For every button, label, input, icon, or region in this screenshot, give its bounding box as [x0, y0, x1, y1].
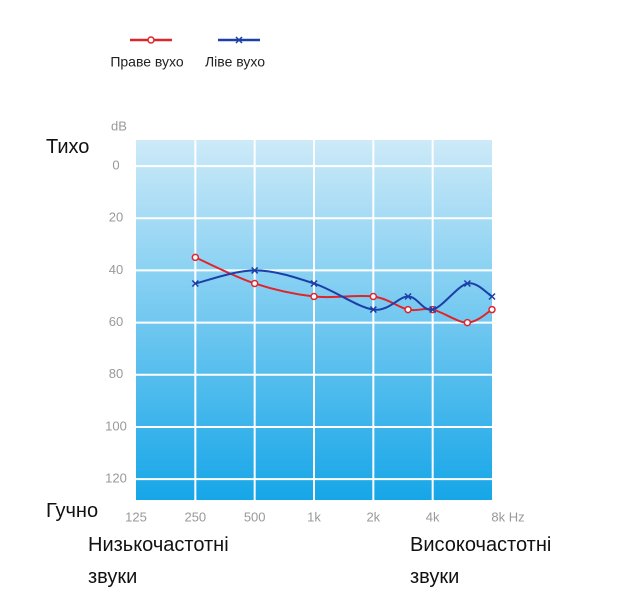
y-tick-label: 40 [109, 262, 123, 277]
point [251, 266, 259, 274]
point [191, 279, 199, 288]
x-tick-label: 500 [244, 509, 266, 524]
legend-marker [147, 36, 155, 44]
point [429, 306, 437, 314]
y-tick-label: 80 [109, 366, 123, 381]
legend-label: Ліве вухо [205, 54, 265, 70]
x-tick-label: 250 [184, 509, 206, 524]
x-tick-label: 1k [307, 509, 321, 524]
x-tick-label: 4k [426, 509, 440, 524]
y-tick-label: 20 [109, 210, 123, 225]
legend-marker [235, 36, 243, 44]
point [488, 305, 496, 314]
x-tick-label: 125 [125, 509, 147, 524]
point [404, 305, 412, 314]
point [488, 292, 496, 301]
point [463, 318, 472, 327]
annotation: Тихо [46, 136, 90, 158]
series-line [195, 269, 493, 311]
point [191, 253, 200, 262]
point [369, 306, 377, 314]
annotation: Гучно [46, 500, 99, 522]
y-tick-label: 0 [112, 158, 119, 173]
x-tick-label: 2k [366, 509, 380, 524]
x-tick-label: 8k Hz [491, 509, 524, 524]
annotation: Високочастотні звуки [410, 534, 552, 588]
legend-label: Праве вухо [110, 54, 184, 70]
y-tick-label: 60 [109, 314, 123, 329]
y-axis-label: dB [111, 118, 127, 133]
point [250, 279, 259, 288]
point [310, 279, 318, 288]
y-tick-label: 120 [105, 471, 127, 486]
point [463, 279, 471, 288]
point [310, 292, 318, 301]
point [404, 292, 412, 301]
y-tick-label: 100 [105, 418, 127, 433]
point [369, 292, 378, 301]
annotation: Низькочастотні звуки [88, 534, 229, 588]
